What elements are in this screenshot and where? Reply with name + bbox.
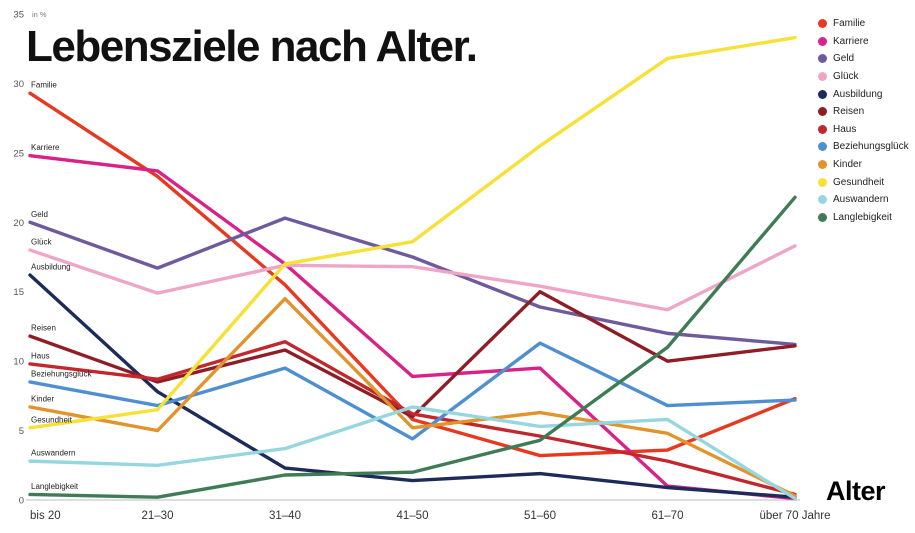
series-start-label: Karriere: [31, 143, 60, 152]
legend-label: Beziehungsglück: [833, 141, 909, 153]
legend-dot-icon: [818, 36, 827, 46]
legend: Familie Karriere Geld Glück Ausbildung Reisen…: [818, 15, 909, 226]
series-line-glück: [28, 244, 797, 312]
series-line-karriere: [28, 153, 797, 501]
legend-label: Glück: [833, 71, 859, 83]
series-start-label: Auswandern: [31, 449, 75, 458]
series-start-label: Reisen: [31, 324, 56, 333]
series-start-label: Beziehungsglück: [31, 369, 92, 378]
unit-label: in %: [32, 10, 47, 19]
legend-label: Auswandern: [833, 194, 889, 206]
series-line-ausbildung: [28, 273, 797, 499]
x-tick-label: 31–40: [269, 510, 301, 522]
legend-item: Geld: [818, 50, 909, 68]
legend-label: Geld: [833, 53, 855, 65]
x-tick-label: 61–70: [652, 510, 684, 522]
series-start-label: Haus: [31, 351, 50, 360]
legend-dot-icon: [818, 142, 827, 152]
y-tick-label: 25: [13, 148, 24, 159]
y-tick-label: 35: [13, 10, 24, 21]
x-tick-label: 21–30: [142, 510, 174, 522]
legend-label: Ausbildung: [833, 88, 883, 100]
legend-item: Haus: [818, 121, 909, 139]
series-line-auswandern: [28, 405, 797, 501]
series-line-kinder: [28, 296, 797, 498]
y-tick-label: 15: [13, 287, 24, 298]
x-tick-label: 41–50: [397, 510, 429, 522]
y-tick-label: 0: [19, 496, 24, 507]
legend-item: Beziehungsglück: [818, 138, 909, 156]
legend-label: Haus: [833, 123, 857, 135]
chart-title: Lebensziele nach Alter.: [26, 22, 478, 71]
x-axis-title: Alter: [826, 476, 886, 506]
legend-dot-icon: [818, 160, 827, 170]
legend-label: Reisen: [833, 106, 865, 118]
y-tick-label: 5: [19, 426, 24, 437]
legend-dot-icon: [818, 19, 827, 29]
series-start-label: Kinder: [31, 394, 54, 403]
series-start-label: Familie: [31, 81, 57, 90]
legend-item: Langlebigkeit: [818, 209, 909, 227]
series-start-label: Langlebigkeit: [31, 482, 79, 491]
series-line-reisen: [28, 290, 797, 419]
series-start-label: Geld: [31, 210, 48, 219]
series-start-label: Glück: [31, 238, 52, 247]
legend-label: Kinder: [833, 159, 862, 171]
legend-dot-icon: [818, 212, 827, 222]
legend-label: Karriere: [833, 35, 869, 47]
x-tick-label: 51–60: [524, 510, 556, 522]
legend-dot-icon: [818, 72, 827, 82]
x-tick-label: über 70 Jahre: [760, 510, 831, 522]
legend-item: Familie: [818, 15, 909, 33]
legend-dot-icon: [818, 107, 827, 117]
series-line-beziehungsglück: [28, 341, 797, 441]
series-line-langlebigkeit: [28, 195, 797, 499]
series-line-geld: [28, 216, 797, 347]
y-tick-label: 10: [13, 357, 24, 368]
legend-label: Langlebigkeit: [833, 211, 892, 223]
y-tick-label: 20: [13, 218, 24, 229]
legend-item: Kinder: [818, 156, 909, 174]
series-start-label: Ausbildung: [31, 263, 71, 272]
legend-item: Gesundheit: [818, 173, 909, 191]
legend-label: Familie: [833, 18, 866, 30]
legend-label: Gesundheit: [833, 176, 885, 188]
series-line-haus: [28, 340, 797, 497]
x-tick-label: bis 20: [30, 510, 61, 522]
legend-dot-icon: [818, 177, 827, 187]
series-line-gesundheit: [28, 35, 797, 430]
legend-item: Auswandern: [818, 191, 909, 209]
series-start-label: Gesundheit: [31, 415, 73, 424]
legend-dot-icon: [818, 195, 827, 205]
y-tick-label: 30: [13, 79, 24, 90]
legend-item: Ausbildung: [818, 85, 909, 103]
legend-item: Glück: [818, 68, 909, 86]
legend-item: Karriere: [818, 33, 909, 51]
legend-dot-icon: [818, 124, 827, 134]
legend-item: Reisen: [818, 103, 909, 121]
legend-dot-icon: [818, 54, 827, 64]
series-line-familie: [28, 91, 797, 458]
legend-dot-icon: [818, 89, 827, 99]
